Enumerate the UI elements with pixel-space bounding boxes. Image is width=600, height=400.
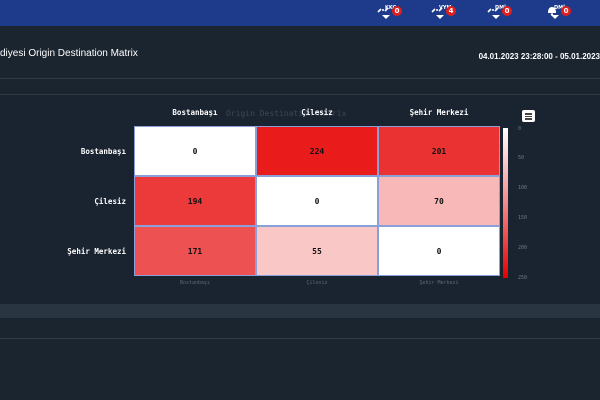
broken-link-icon (431, 7, 443, 13)
divider (0, 338, 600, 339)
heatmap-cell: 224 (256, 126, 378, 176)
alert-abbr: DMİ (554, 5, 565, 11)
column-header: Şehir Merkezi (409, 108, 469, 117)
x-tick-label: Bostanbaşı (179, 280, 211, 286)
heatmap-cell: 0 (256, 176, 378, 226)
alert-count-badge: 4 (446, 6, 456, 16)
column-header: Çilesiz (301, 108, 333, 117)
cell-value-label: 171 (187, 246, 203, 256)
cell-value-label: 0 (436, 246, 442, 256)
lower-section (0, 318, 600, 400)
chevron-down-icon (492, 15, 500, 19)
cell-value-label: 70 (434, 196, 444, 206)
cell-value-label: 0 (192, 146, 198, 156)
scale-tick-label: 250 (518, 275, 528, 281)
heatmap-cell: 70 (378, 176, 500, 226)
heatmap-cell: 171 (134, 226, 256, 276)
heatmap-cell: 55 (256, 226, 378, 276)
row-header: Çilesiz (94, 197, 126, 206)
broken-link-icon (487, 7, 499, 13)
chevron-down-icon (551, 15, 559, 19)
alert-count-badge: 0 (561, 6, 571, 16)
alert-abbr: KKC (385, 5, 397, 11)
page-title: diyesi Origin Destination Matrix (0, 48, 138, 59)
menu-line (525, 115, 532, 117)
alert-abbr: VYM (439, 5, 452, 11)
x-tick-label: Çilesiz (306, 280, 328, 286)
menu-line (525, 113, 532, 115)
scale-tick-label: 0 (518, 126, 522, 132)
cell-value-label: 0 (314, 196, 320, 206)
alert-count-badge: 0 (502, 6, 512, 16)
menu-line (525, 118, 532, 120)
top-navbar: KKC 0 VYM 4 DMİ 0 DMİ 0 (0, 0, 600, 26)
cell-value-label: 55 (312, 246, 322, 256)
row-header: Şehir Merkezi (67, 247, 126, 256)
page-header: diyesi Origin Destination Matrix 04.01.2… (0, 26, 600, 78)
cell-value-label: 194 (187, 196, 203, 206)
date-range: 04.01.2023 23:28:00 - 05.01.2023 (478, 52, 600, 61)
scale-tick-label: 150 (518, 215, 528, 221)
broken-link-icon (377, 7, 389, 13)
cell-value-label: 224 (309, 146, 325, 156)
heatmap-cell: 194 (134, 176, 256, 226)
panel-top-border (0, 94, 600, 95)
row-header: Bostanbaşı (80, 147, 126, 156)
scale-tick-label: 50 (518, 155, 525, 161)
alert-abbr: DMİ (495, 5, 506, 11)
chart-menu-button[interactable] (522, 110, 535, 122)
heatmap-cell: 0 (378, 226, 500, 276)
cell-value-label: 201 (431, 146, 447, 156)
heatmap-cell: 201 (378, 126, 500, 176)
heatmap-cell: 0 (134, 126, 256, 176)
chevron-down-icon (436, 15, 444, 19)
panel-footer (0, 304, 600, 318)
column-header: Bostanbaşı (172, 108, 218, 117)
alert-count-badge: 0 (392, 6, 402, 16)
chart-title: Origin Destination Matrix (226, 109, 347, 118)
chevron-down-icon (382, 15, 390, 19)
heatmap-grid: 0 224 201 194 0 70 171 55 0 (134, 126, 500, 276)
scale-tick-label: 200 (518, 245, 528, 251)
divider (0, 78, 600, 79)
x-tick-label: Şehir Merkezi (419, 280, 459, 286)
color-scale-bar (503, 128, 508, 278)
scale-tick-label: 100 (518, 185, 528, 191)
